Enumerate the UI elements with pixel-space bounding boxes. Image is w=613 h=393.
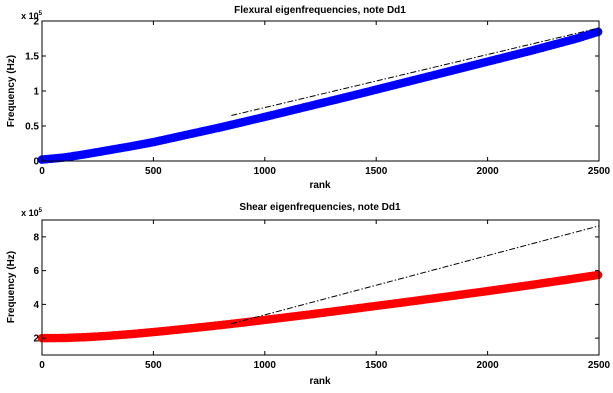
shear-y-label: Frequency (Hz) [6,251,17,323]
flexural-x-tick-label: 2500 [588,166,611,177]
flexural-x-label: rank [309,180,331,191]
flexural-x-tick-label: 1500 [365,166,388,177]
flexural-y-tick-label: 1 [33,87,39,98]
shear-data-point [593,270,603,280]
flexural-plot: Flexural eigenfrequencies, note Dd1 0 500… [6,5,611,191]
shear-x-tick-label: 1000 [254,360,277,371]
shear-x-tick-label: 0 [39,360,45,371]
shear-x-tick-label: 2000 [476,360,499,371]
flexural-y-ticks: 0 0.5 1 1.5 2 [25,17,599,168]
flexural-x-tick-label: 0 [39,166,45,177]
shear-y-tick-label: 2 [33,334,39,345]
flexural-title: Flexural eigenfrequencies, note Dd1 [234,5,406,16]
flexural-data-point [593,27,603,37]
flexural-axes-box [41,20,600,162]
shear-title: Shear eigenfrequencies, note Dd1 [239,202,401,213]
shear-y-ticks: 2 4 6 8 [33,232,599,345]
shear-series [37,225,603,343]
flexural-y-tick-label: 2 [33,17,39,28]
shear-x-ticks: 0 500 1000 1500 2000 2500 [39,220,611,371]
shear-x-tick-label: 1500 [365,360,388,371]
flexural-y-exponent: x 105 [21,11,43,21]
shear-x-label: rank [309,376,331,387]
shear-axes-box [41,219,600,356]
flexural-y-label: Frequency (Hz) [6,55,17,127]
flexural-asymptote-line [231,27,600,116]
shear-x-tick-label: 500 [145,360,162,371]
flexural-x-tick-label: 1000 [254,166,277,177]
flexural-x-tick-label: 2000 [476,166,499,177]
flexural-x-tick-label: 500 [145,166,162,177]
shear-y-tick-label: 8 [33,232,39,243]
flexural-y-tick-label: 1.5 [25,52,39,63]
shear-y-tick-label: 6 [33,266,39,277]
shear-y-exponent: x 105 [21,208,43,218]
flexural-series [37,27,603,164]
shear-x-tick-label: 2500 [588,360,611,371]
shear-y-tick-label: 4 [33,300,39,311]
flexural-y-tick-label: 0 [33,157,39,168]
shear-plot: Shear eigenfrequencies, note Dd1 0 500 100… [6,202,611,387]
shear-asymptote-line [231,225,600,325]
flexural-y-tick-label: 0.5 [25,122,39,133]
flexural-x-ticks: 0 500 1000 1500 2000 2500 [39,21,611,177]
